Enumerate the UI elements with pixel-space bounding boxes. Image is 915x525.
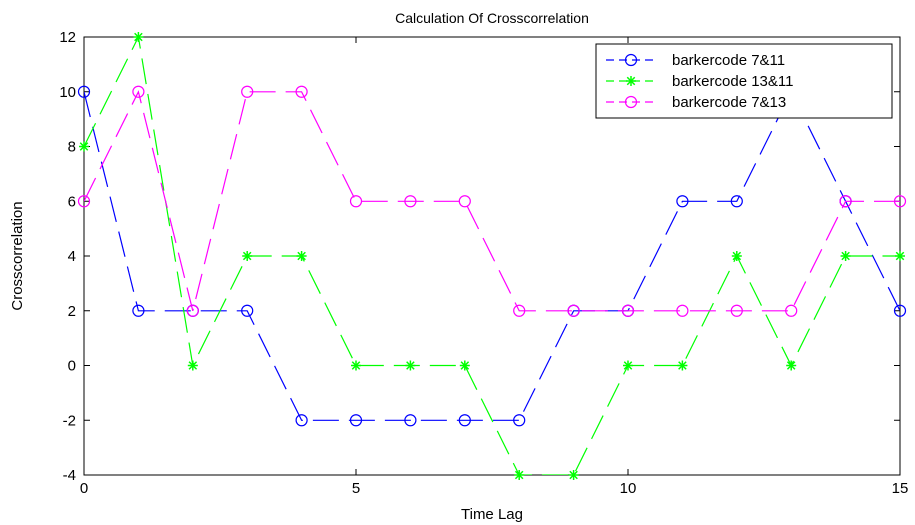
series-3-point: [893, 195, 907, 208]
series-2-point: [405, 360, 416, 371]
series-2-point: [187, 360, 198, 371]
series-layer: [84, 37, 900, 475]
y-tick-label: 2: [68, 303, 76, 320]
legend-label: barkercode 7&11: [672, 52, 785, 69]
series-line-3: [84, 90, 900, 312]
series-2-point: [514, 470, 525, 480]
legend-item: barkercode 7&11: [606, 52, 785, 69]
series-1-point: [513, 414, 526, 427]
series-2-point: [677, 360, 688, 371]
series-2-point: [133, 32, 144, 42]
series-1-point: [295, 414, 308, 427]
legend-item: barkercode 7&13: [606, 94, 786, 111]
legend-marker: [626, 76, 636, 86]
y-tick-label: -2: [63, 412, 76, 429]
legend-item: barkercode 13&11: [606, 73, 793, 90]
series-2-point: [242, 251, 253, 261]
series-3-point: [567, 304, 580, 317]
series-2-point: [296, 251, 307, 261]
series-1-point: [132, 304, 145, 317]
series-2-point: [568, 470, 579, 480]
chart-title: Calculation Of Crosscorrelation: [395, 10, 589, 26]
series-2-point: [351, 360, 361, 371]
marker-layer: [77, 32, 907, 480]
series-3-point: [513, 304, 526, 317]
series-3-point: [785, 304, 798, 317]
x-axis-title: Time Lag: [461, 506, 523, 523]
series-2-point: [895, 251, 905, 261]
series-3-point: [186, 304, 199, 317]
series-1-point: [676, 195, 689, 208]
y-tick-label: 8: [68, 139, 76, 156]
x-tick-label: 10: [620, 480, 637, 497]
y-tick-label: 12: [59, 29, 76, 46]
y-tick-label: 6: [68, 193, 76, 210]
series-2-point: [840, 251, 851, 261]
y-tick-label: 10: [59, 84, 76, 101]
series-1-point: [893, 304, 907, 317]
y-tick-label: -4: [63, 467, 76, 484]
series-3-point: [404, 195, 417, 208]
series-1-point: [77, 85, 91, 98]
y-axis: -4 -2 0 2 4 6 8 10 12: [59, 29, 900, 484]
series-3-point: [295, 85, 308, 98]
series-2-point: [79, 141, 89, 152]
series-1-point: [241, 304, 254, 317]
series-3-point: [676, 304, 689, 317]
series-1-point: [730, 195, 743, 208]
series-3-point: [241, 85, 254, 98]
legend-marker: [624, 53, 638, 67]
x-axis: 0 5 10 15: [80, 37, 909, 497]
series-3-point: [839, 195, 852, 208]
series-2-point: [623, 360, 633, 371]
series-3-point: [458, 195, 471, 208]
legend-label: barkercode 13&11: [672, 73, 793, 90]
series-1-point: [404, 414, 417, 427]
series-3-point: [730, 304, 743, 317]
series-2-point: [731, 251, 742, 261]
x-tick-label: 15: [892, 480, 909, 497]
legend-marker: [624, 95, 638, 109]
legend: barkercode 7&11 barkercode 13&11 barkercod…: [595, 43, 893, 119]
legend-label: barkercode 7&13: [672, 94, 786, 111]
series-3-point: [349, 195, 363, 208]
series-2-point: [459, 360, 470, 371]
x-tick-label: 5: [352, 480, 360, 497]
x-tick-label: 0: [80, 480, 88, 497]
series-1-point: [349, 414, 363, 427]
series-1-point: [458, 414, 471, 427]
series-3-point: [132, 85, 145, 98]
series-3-point: [621, 304, 635, 317]
y-tick-label: 4: [68, 248, 76, 265]
y-tick-label: 0: [68, 358, 76, 375]
series-2-point: [786, 360, 797, 371]
series-3-point: [77, 195, 91, 208]
y-axis-title: Crosscorrelation: [9, 201, 26, 310]
series-line-2: [84, 37, 900, 475]
